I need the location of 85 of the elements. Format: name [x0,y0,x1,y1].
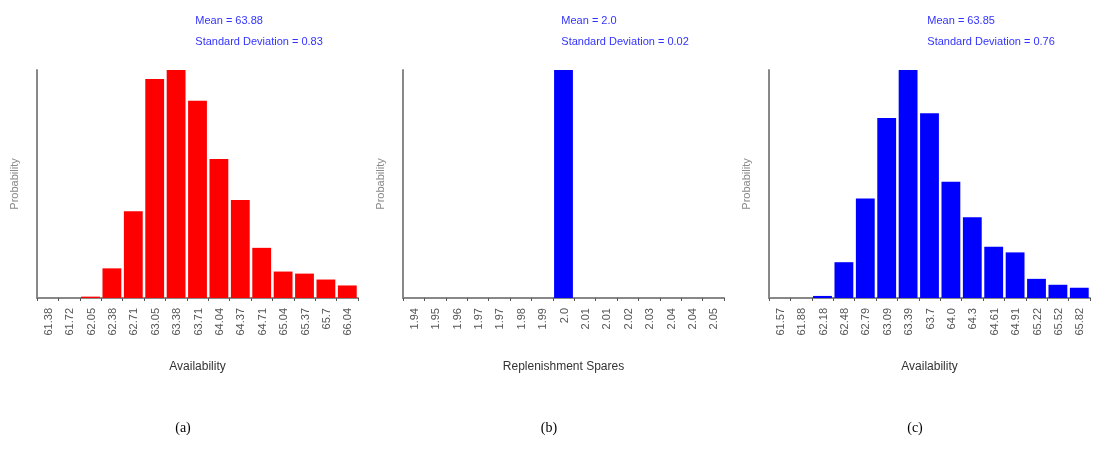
x-tick-label: 2.04 [664,308,677,330]
x-tick-label: 64.91 [1009,308,1022,336]
bar [145,79,165,298]
x-tick-label: 62.71 [127,308,140,336]
bar [877,117,897,298]
bar [102,268,122,298]
bar [855,198,875,298]
x-tick-label: 61.38 [41,308,54,336]
x-tick-label: 1.99 [536,308,549,330]
x-tick-label: 65.82 [1073,308,1086,336]
bar [941,181,961,298]
x-tick-label: 65.22 [1030,308,1043,336]
x-tick-label: 1.94 [407,308,420,330]
x-tick-label: 62.79 [859,308,872,336]
x-tick-label: 62.05 [84,308,97,336]
x-tick-label: 66.04 [341,308,354,336]
x-tick-label: 64.61 [987,308,1000,336]
bar [166,70,186,298]
y-axis-title: Probability [7,157,20,210]
x-tick-label: 2.01 [600,308,613,330]
text: Mean = 63.85 [927,13,995,26]
x-tick-label: 2.02 [621,308,634,330]
x-tick-label: 64.04 [212,308,225,336]
bar [984,246,1004,298]
bar [920,113,939,298]
x-tick-label: 63.05 [148,308,161,336]
y-axis-title: Probability [739,157,752,210]
text: (c) [906,420,924,436]
bar [962,217,982,298]
text: (a) [174,420,192,436]
bar [188,100,207,298]
bar [252,247,272,298]
bar [273,271,293,298]
x-tick-label: 65.04 [277,308,290,336]
bar [209,158,229,298]
bar [230,199,250,298]
bar [123,211,143,298]
bar [1005,252,1025,298]
x-tick-label: 61.72 [63,308,76,336]
x-tick-label: 65.37 [298,308,311,336]
x-tick-label: 61.57 [773,308,786,336]
bar [1027,278,1046,298]
bar [1069,287,1089,298]
x-tick-label: 1.97 [471,308,484,330]
x-tick-label: 65.7 [319,308,332,330]
x-tick-label: 1.96 [450,308,463,330]
bar [1048,284,1068,298]
x-tick-label: 2.03 [643,308,656,330]
x-tick-label: 2.01 [578,308,591,330]
x-tick-label: 63.39 [902,308,915,336]
x-tick-label: 62.18 [816,308,829,336]
x-tick-label: 64.3 [966,308,979,330]
bar [295,273,314,298]
bar [898,70,918,298]
y-axis-title: Probability [373,157,386,210]
bar [834,262,854,298]
x-tick-label: 65.52 [1051,308,1064,336]
x-tick-label: 62.48 [837,308,850,336]
x-tick-label: 61.88 [795,308,808,336]
text: Standard Deviation = 0.02 [561,34,689,47]
text: Standard Deviation = 0.76 [927,34,1055,47]
x-tick-label: 63.38 [170,308,183,336]
x-tick-label: 1.98 [514,308,527,330]
x-tick-label: 1.97 [493,308,506,330]
x-tick-label: 2.0 [557,308,570,324]
bar [337,285,357,298]
x-axis-title: Availability [169,359,226,373]
x-tick-label: 64.0 [944,308,957,330]
x-tick-label: 63.7 [923,308,936,330]
x-axis-title: Availability [901,359,958,373]
x-tick-label: 1.95 [429,308,442,330]
x-tick-label: 64.37 [234,308,247,336]
bar [316,279,336,298]
bar [813,295,832,298]
x-tick-label: 64.71 [255,308,268,336]
x-axis-title: Replenishment Spares [502,359,625,373]
x-tick-label: 2.04 [685,308,698,330]
x-tick-label: 62.38 [105,308,118,336]
text: Mean = 63.88 [195,13,263,26]
text: Standard Deviation = 0.83 [195,34,323,47]
x-tick-label: 63.71 [191,308,204,336]
text: (b) [539,420,559,436]
text: Mean = 2.0 [561,13,617,26]
x-tick-label: 2.05 [707,308,720,330]
x-tick-label: 63.09 [880,308,893,336]
